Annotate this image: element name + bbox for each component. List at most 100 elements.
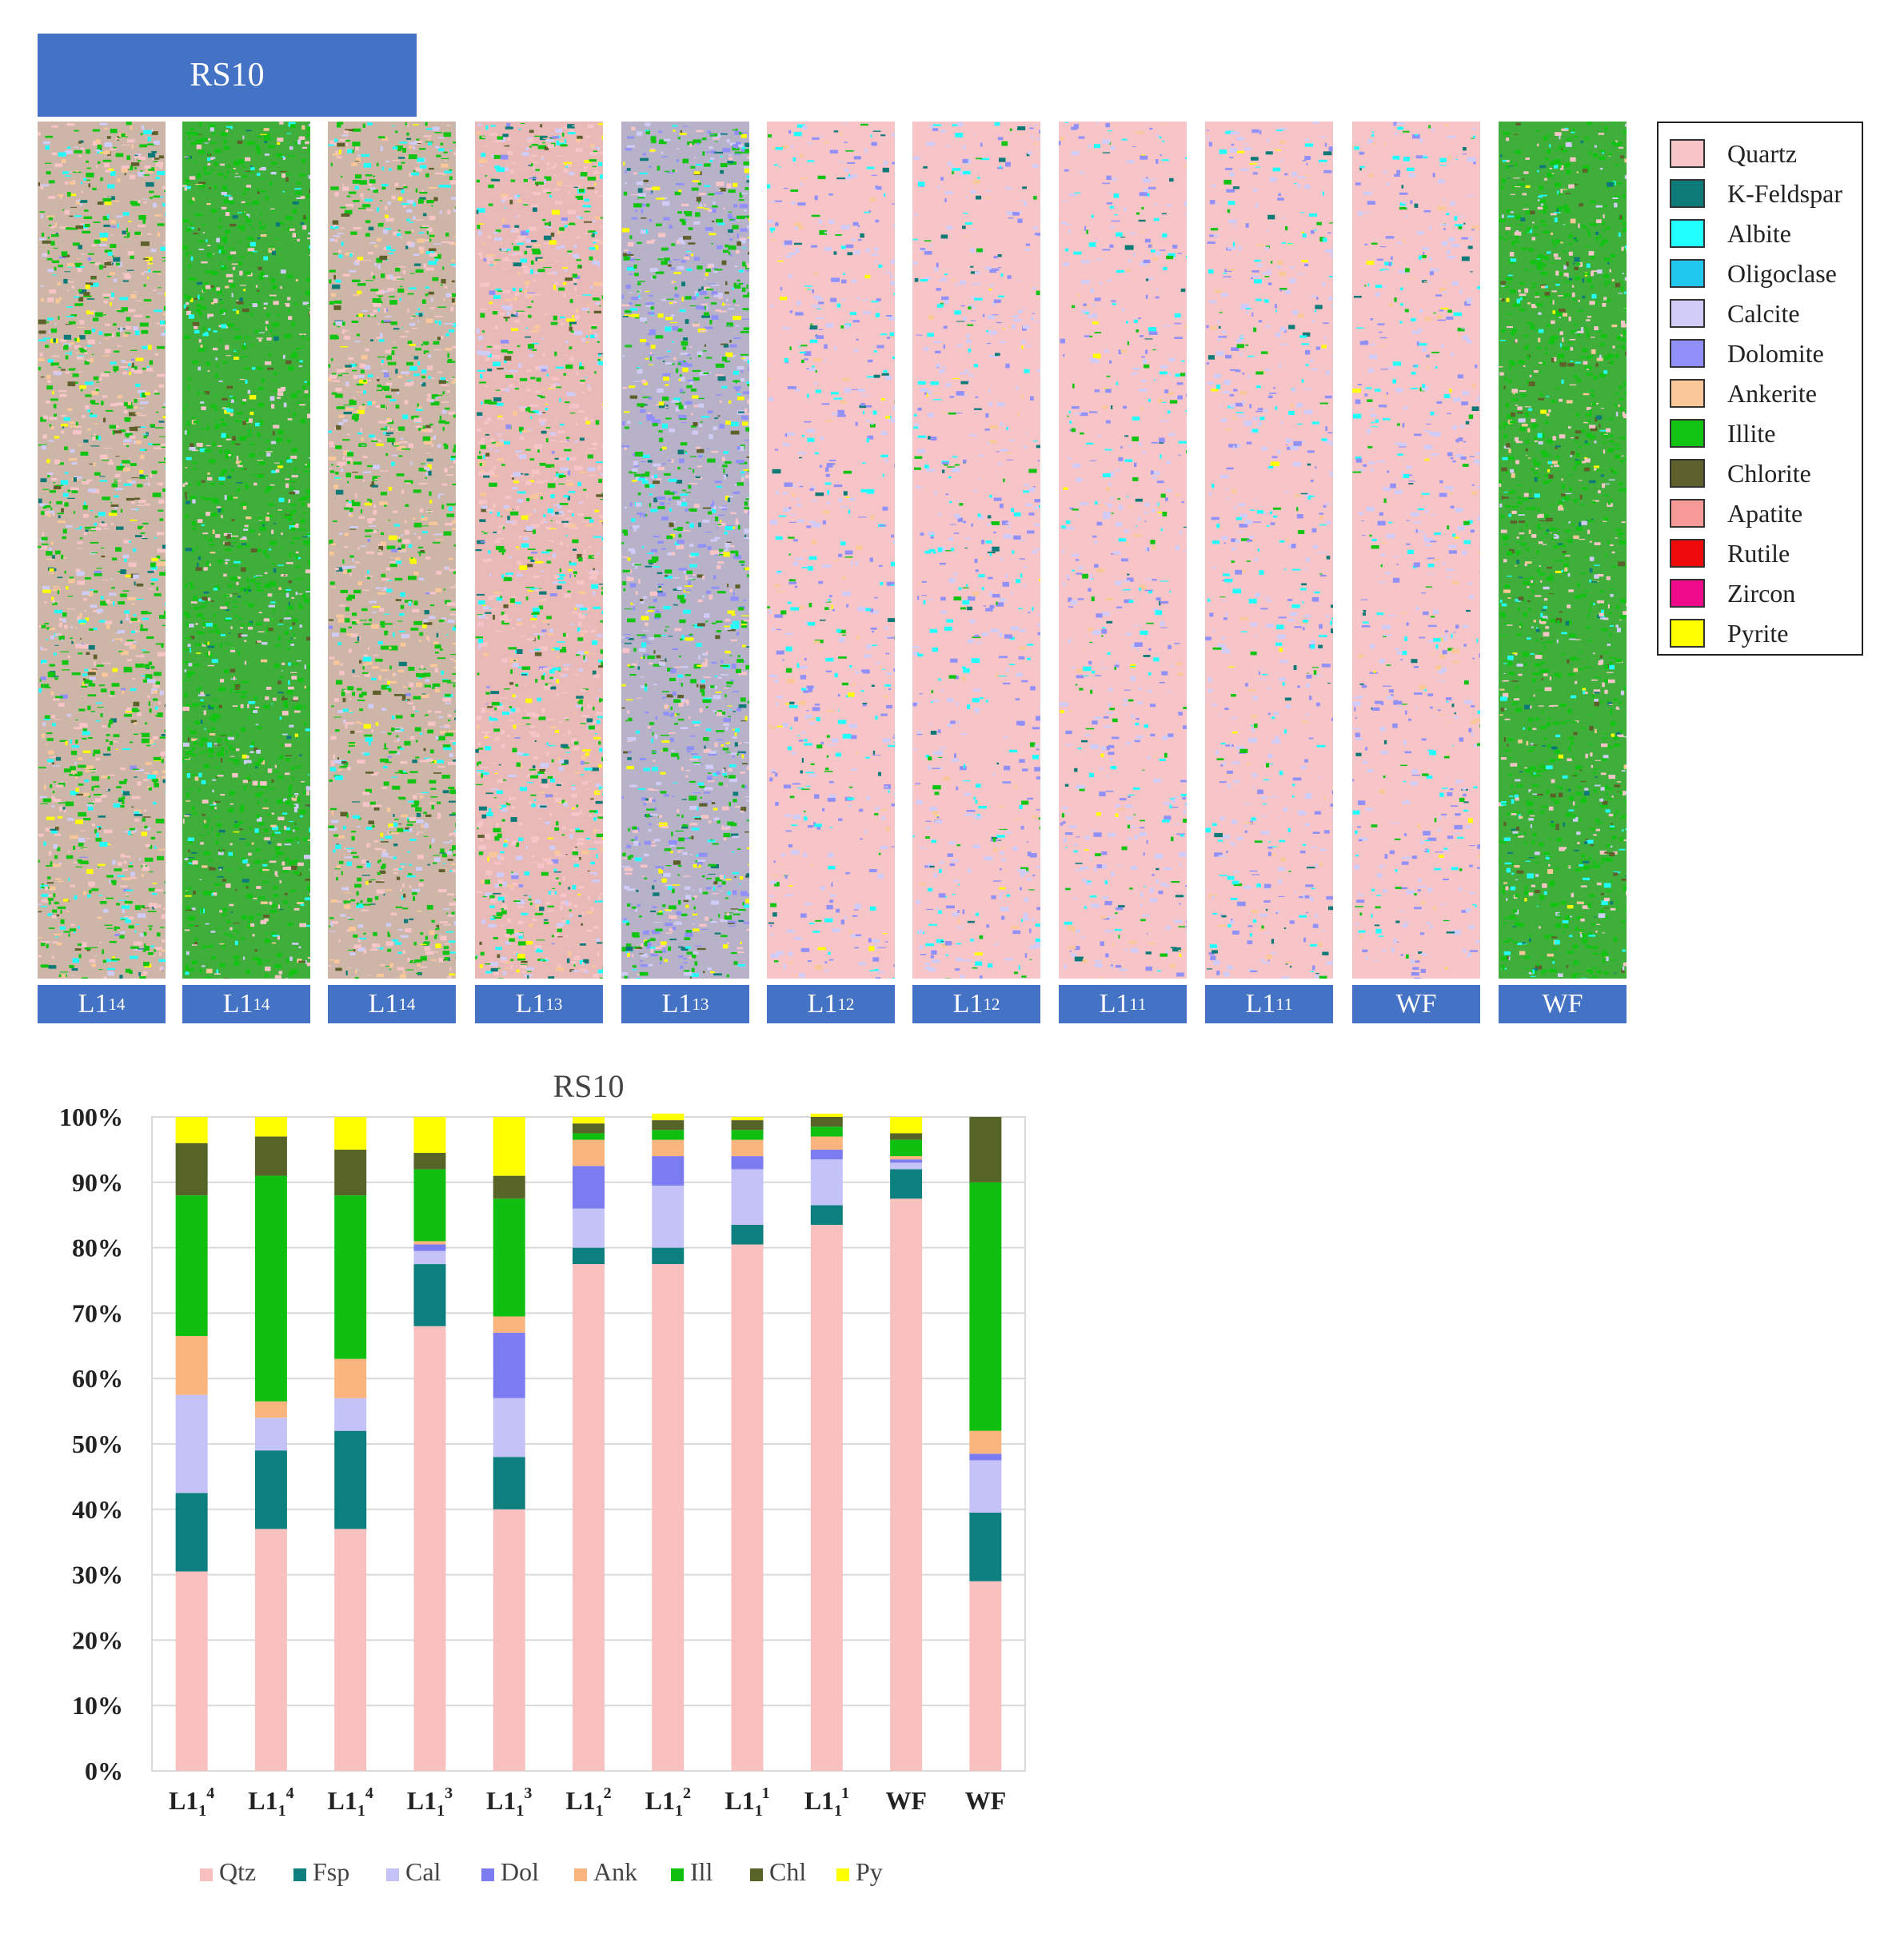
- mineral-grain: [370, 677, 377, 680]
- mineral-grain: [336, 465, 342, 467]
- mineral-grain: [191, 944, 198, 946]
- mineral-grain: [357, 877, 362, 882]
- mineral-grain: [57, 847, 61, 851]
- mineral-grain: [71, 488, 78, 493]
- mineral-grain: [87, 257, 92, 261]
- mineral-grain: [375, 722, 379, 726]
- mineral-grain: [223, 434, 229, 439]
- mineral-grain: [272, 334, 278, 336]
- mineral-grain: [230, 855, 236, 857]
- mineral-grain: [573, 253, 580, 258]
- mineral-grain: [114, 430, 122, 434]
- mineral-grain: [147, 345, 152, 350]
- mineral-grain: [102, 725, 106, 728]
- mineral-grain: [357, 290, 362, 294]
- mineral-grain: [59, 393, 67, 397]
- mineral-grain: [196, 442, 203, 447]
- mineral-grain: [51, 955, 54, 959]
- mineral-grain: [118, 861, 122, 866]
- mineral-grain: [197, 481, 201, 486]
- mineral-grain: [440, 142, 444, 146]
- mineral-grain: [226, 869, 233, 871]
- mineral-grain: [399, 142, 408, 144]
- mineral-grain: [70, 425, 78, 428]
- mineral-grain: [307, 687, 310, 691]
- mineral-grain: [66, 855, 74, 859]
- mineral-grain: [125, 369, 129, 370]
- mineral-grain: [228, 733, 233, 735]
- mineral-grain: [367, 975, 371, 976]
- mineral-grain: [212, 892, 218, 896]
- mineral-grain: [254, 949, 258, 952]
- mineral-grain: [47, 380, 51, 383]
- mineral-grain: [210, 537, 213, 540]
- mineral-grain: [440, 935, 447, 941]
- mineral-grain: [86, 172, 94, 177]
- mineral-grain: [281, 532, 283, 536]
- mineral-grain: [57, 512, 64, 515]
- mineral-grain: [362, 665, 365, 670]
- mineral-grain: [143, 931, 147, 936]
- mineral-grain: [271, 421, 274, 423]
- mineral-grain: [415, 740, 418, 743]
- mineral-grain: [113, 323, 117, 326]
- mineral-grain: [351, 321, 359, 323]
- mineral-grain: [66, 315, 74, 317]
- mineral-grain: [185, 909, 193, 911]
- mineral-grain: [365, 880, 372, 883]
- mineral-grain: [94, 829, 98, 834]
- mineral-grain: [362, 589, 369, 591]
- mineral-grain: [68, 878, 70, 881]
- mineral-grain: [430, 401, 440, 406]
- mineral-grain: [220, 794, 226, 796]
- mineral-grain: [38, 132, 41, 136]
- mineral-grain: [106, 897, 114, 899]
- mineral-grain: [94, 785, 100, 788]
- mineral-grain: [268, 503, 274, 506]
- mineral-grain: [81, 181, 83, 185]
- mineral-grain: [357, 700, 365, 701]
- mineral-grain: [377, 592, 386, 595]
- mineral-grain: [157, 482, 164, 485]
- mineral-grain: [254, 828, 259, 833]
- mineral-grain: [449, 466, 454, 468]
- mineral-grain: [421, 966, 428, 968]
- mineral-grain: [240, 695, 246, 699]
- mineral-grain: [196, 652, 202, 654]
- mineral-grain: [481, 508, 488, 512]
- mineral-grain: [423, 341, 429, 345]
- mineral-grain: [144, 165, 151, 169]
- mineral-grain: [355, 411, 358, 413]
- mineral-grain: [242, 398, 247, 402]
- mineral-grain: [137, 712, 142, 716]
- mineral-grain: [278, 497, 285, 503]
- mineral-grain: [154, 140, 160, 145]
- mineral-grain: [125, 968, 131, 973]
- mineral-grain: [308, 805, 310, 807]
- mineral-grain: [154, 393, 160, 395]
- mineral-grain: [53, 585, 60, 588]
- mineral-grain: [389, 378, 391, 380]
- mineral-grain: [353, 944, 361, 949]
- mineral-grain: [437, 736, 445, 741]
- mineral-grain: [59, 740, 67, 742]
- mineral-grain: [348, 648, 352, 653]
- mineral-grain: [124, 642, 133, 646]
- mineral-grain: [481, 505, 488, 509]
- mineral-grain: [44, 504, 51, 508]
- mineral-grain: [188, 841, 193, 844]
- mineral-grain: [441, 278, 446, 284]
- mineral-grain: [118, 630, 126, 634]
- mineral-grain: [440, 620, 445, 622]
- mineral-grain: [426, 510, 433, 513]
- mineral-grain: [449, 176, 453, 180]
- mineral-grain: [195, 184, 202, 185]
- mineral-grain: [352, 692, 355, 696]
- mineral-grain: [437, 889, 447, 893]
- mineral-grain: [271, 903, 276, 908]
- mineral-grain: [400, 642, 405, 647]
- mineral-grain: [248, 701, 256, 704]
- mineral-grain: [285, 303, 288, 305]
- mineral-grain: [309, 205, 310, 208]
- mineral-grain: [116, 748, 118, 750]
